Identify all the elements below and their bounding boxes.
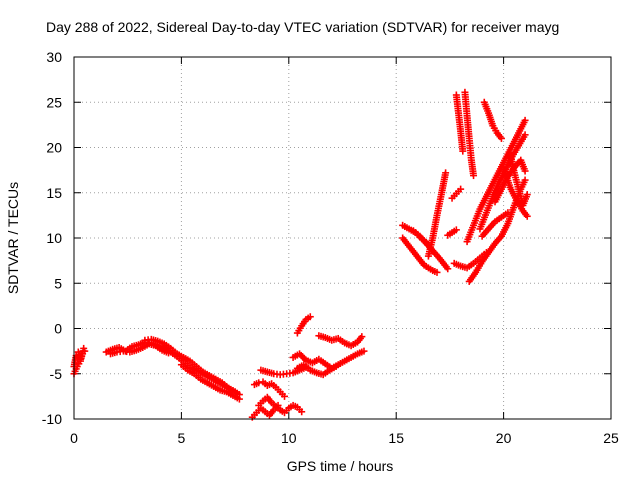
series-arc-21 [448,185,465,202]
series-arc-4 [107,340,173,358]
series-arc-7 [177,361,243,403]
series-arc-26 [463,116,529,246]
x-tick-label: 0 [70,430,78,446]
y-tick-label: 15 [46,185,62,201]
series-arc-25 [465,176,529,285]
data-point [457,185,465,193]
data-point [521,116,529,124]
series-arc-9 [250,378,289,400]
series-arc-22 [452,91,467,155]
y-tick-label: 25 [46,94,62,110]
data-point [235,395,243,403]
series-arc-2 [70,344,88,378]
data-point [521,131,529,139]
data-point [452,226,460,234]
data-point [459,147,467,155]
x-tick-label: 10 [281,430,297,446]
data-point [523,212,531,220]
series-arc-17 [399,234,441,276]
y-tick-label: 10 [46,230,62,246]
data-points [70,88,531,421]
y-tick-label: -5 [50,366,63,382]
y-tick-label: 20 [46,140,62,156]
y-tick-label: 5 [54,275,62,291]
tick-labels: 0 5 10 15 20 25 -10 -5 0 5 10 15 20 25 30 [42,49,619,446]
data-point [444,265,452,273]
series-arc-20 [444,226,460,239]
data-point [442,169,450,177]
x-tick-label: 25 [603,430,619,446]
data-point [358,333,366,341]
data-point [332,363,340,371]
data-point [521,176,529,184]
data-point [523,191,531,199]
y-tick-label: -10 [42,411,62,427]
data-point [281,392,289,400]
data-point [80,344,88,352]
data-point [497,134,505,142]
series-arc-32 [506,149,531,209]
x-axis-title: GPS time / hours [287,458,394,474]
data-point [470,172,478,180]
data-point [360,347,368,355]
chart-title: Day 288 of 2022, Sidereal Day-to-day VTE… [46,19,559,35]
series-arc-23 [461,88,478,180]
series-arc-28 [480,98,505,142]
x-tick-label: 20 [496,430,512,446]
plot-frame [73,56,612,420]
grid-lines [74,57,611,419]
series-arc-31 [500,163,531,220]
y-tick-label: 30 [46,49,62,65]
data-point [298,408,306,416]
y-axis-title: SDTVAR / TECUs [5,182,21,294]
data-point [433,268,441,276]
series-arc-19 [424,169,450,260]
series-arc-10 [255,393,306,417]
series-arc-27 [476,131,529,233]
series-arc-15 [315,332,366,350]
series-arc-12 [293,313,314,337]
data-point [306,313,314,321]
x-tick-label: 15 [388,430,404,446]
series-arc-29 [478,209,512,240]
y-tick-label: 0 [54,321,62,337]
data-point [521,167,529,175]
data-point [504,209,512,217]
x-tick-label: 5 [178,430,186,446]
series-arc-14 [293,361,340,379]
data-point [255,379,263,387]
